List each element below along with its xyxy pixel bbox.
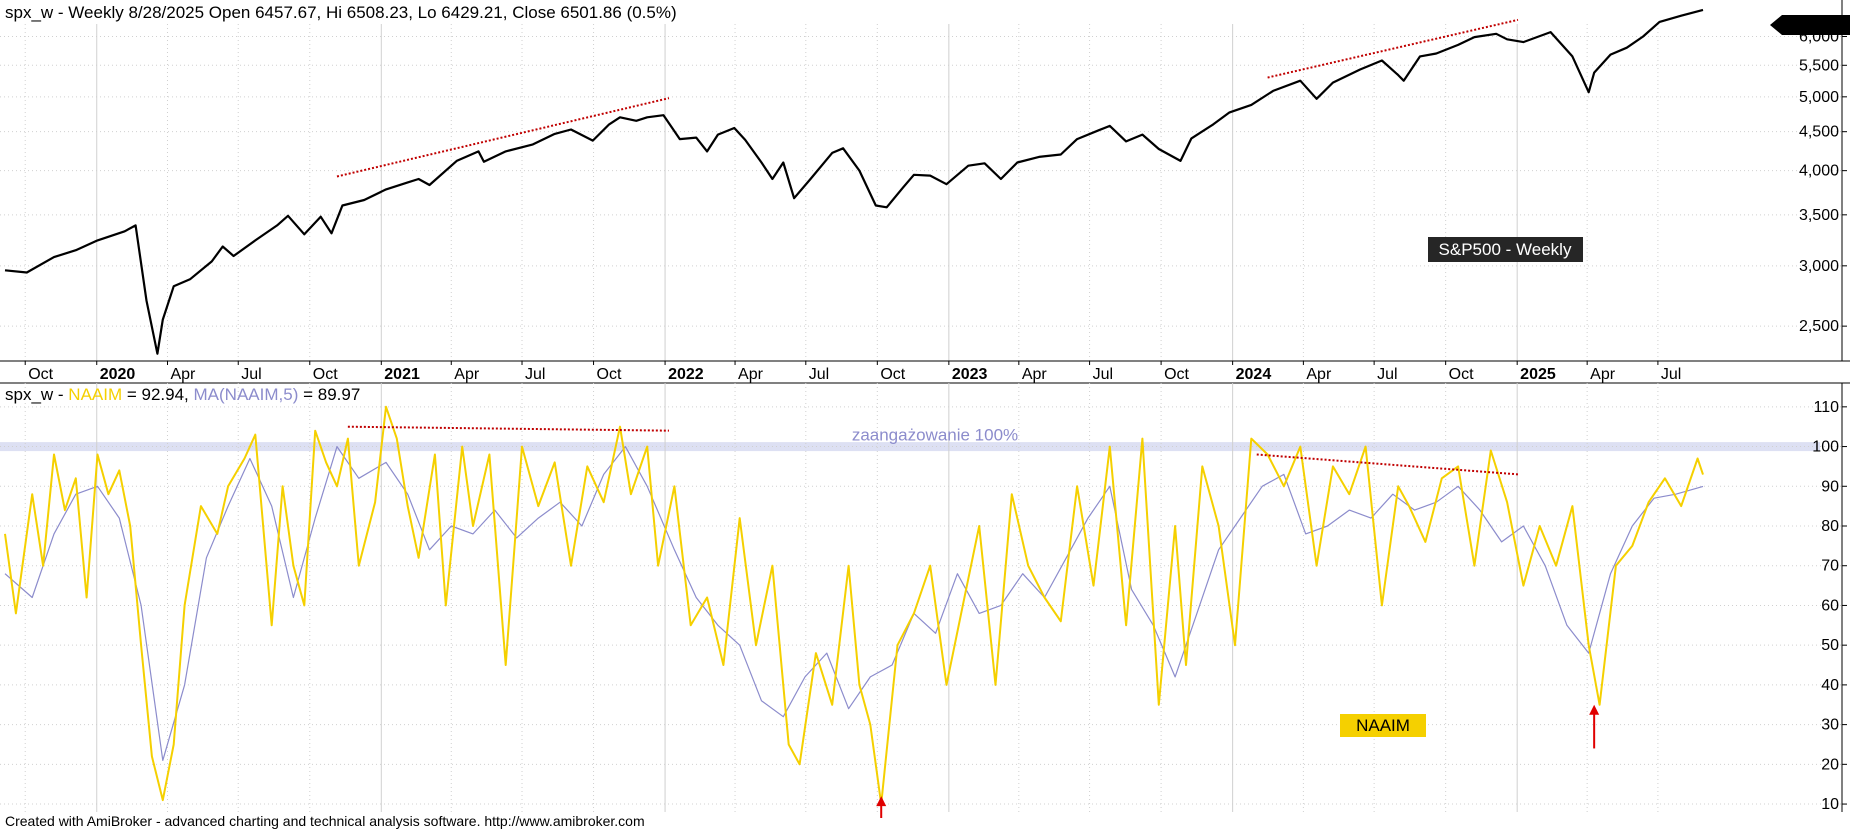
naaim-arrow-head — [1589, 704, 1600, 715]
naaim-title-ma-series: MA(NAAIM,5) — [194, 385, 299, 404]
naaim-pane-title: spx_w - NAAIM = 92.94, MA(NAAIM,5) = 89.… — [5, 385, 360, 404]
naaim-y-tick-label: 30 — [1821, 717, 1839, 734]
naaim-annotation-text: NAAIM — [1356, 716, 1410, 735]
sp500-annotation-box — [1428, 237, 1583, 262]
x-tick-label: Jul — [1093, 366, 1113, 383]
x-tick-label: 2020 — [100, 366, 136, 383]
last-value-marker-shape — [1770, 15, 1850, 35]
x-tick-label: Jul — [1377, 366, 1397, 383]
naaim-y-tick-label: 20 — [1821, 756, 1839, 773]
naaim-y-tick-label: 80 — [1821, 518, 1839, 535]
x-tick-label: Oct — [1449, 366, 1474, 383]
sp500-annotation: S&P500 - Weekly — [1428, 237, 1583, 262]
sp500-price-line — [4, 8, 1704, 355]
naaim-y-tick-label: 10 — [1821, 796, 1839, 813]
naaim-y-tick-label: 110 — [1813, 399, 1839, 416]
x-tick-label: Jul — [1661, 366, 1681, 383]
price-pane-title: spx_w - Weekly 8/28/2025 Open 6457.67, H… — [5, 3, 677, 22]
price-trend-lines — [336, 18, 1519, 178]
price-trend-line — [336, 97, 670, 178]
x-tick-label: Oct — [313, 366, 338, 383]
last-value-marker: 6,501.86 — [1770, 15, 1850, 35]
naaim-grid — [0, 383, 1842, 812]
naaim-pane[interactable]: zaangażowanie 100% NAAIM spx_w - NAAIM =… — [0, 383, 1847, 818]
x-tick-label: 2022 — [668, 366, 704, 383]
naaim-y-tick-label: 40 — [1821, 677, 1839, 694]
x-tick-label: Apr — [1590, 366, 1616, 383]
x-tick-label: Oct — [880, 366, 905, 383]
x-tick-label: Apr — [1306, 366, 1332, 383]
x-tick-label: Oct — [28, 366, 53, 383]
price-y-tick-label: 4,500 — [1799, 124, 1839, 141]
naaim-y-tick-label: 100 — [1812, 439, 1839, 456]
naaim-annotation: NAAIM — [1340, 714, 1426, 737]
price-pane[interactable]: spx_w - Weekly 8/28/2025 Open 6457.67, H… — [0, 0, 1850, 361]
reference-band-100 — [0, 442, 1820, 452]
ma-naaim-5-line — [4, 446, 1704, 762]
naaim-title-prefix: spx_w - — [5, 385, 68, 404]
x-tick-label: Jul — [525, 366, 545, 383]
x-tick-label: Apr — [170, 366, 196, 383]
x-tick-label: Oct — [597, 366, 622, 383]
x-tick-label: Apr — [738, 366, 764, 383]
price-y-tick-label: 3,000 — [1799, 258, 1839, 275]
x-tick-label: 2021 — [384, 366, 420, 383]
x-tick-label: 2024 — [1236, 366, 1272, 383]
price-y-tick-label: 3,500 — [1799, 207, 1839, 224]
naaim-y-tick-label: 70 — [1821, 558, 1839, 575]
naaim-y-tick-label: 90 — [1821, 478, 1839, 495]
price-pane-background — [0, 0, 1842, 361]
naaim-arrow-head — [876, 796, 887, 807]
x-tick-label: 2023 — [952, 366, 988, 383]
price-y-tick-label: 4,000 — [1799, 163, 1839, 180]
x-tick-label: Apr — [1022, 366, 1048, 383]
x-tick-label: 2025 — [1520, 366, 1556, 383]
naaim-title-value: = 92.94, — [122, 385, 193, 404]
footer-credit: Created with AmiBroker - advanced charti… — [5, 813, 645, 829]
naaim-trend-lines — [347, 425, 1519, 476]
x-tick-label: Apr — [454, 366, 480, 383]
last-value-label: 6,501.86 — [1784, 18, 1846, 35]
naaim-y-axis: 10 20 30 40 50 60 70 80 90 100 110 — [1812, 383, 1847, 813]
naaim-trend-line — [347, 425, 669, 432]
naaim-arrows — [876, 704, 1600, 818]
naaim-line — [4, 405, 1704, 806]
x-axis: Oct 2020 Apr Jul Oct 2021 Apr Jul Oct 2022 Apr Jul O… — [24, 361, 1681, 383]
naaim-title-ma-value: = 89.97 — [298, 385, 360, 404]
naaim-y-tick-label: 50 — [1821, 637, 1839, 654]
naaim-annotation-box — [1340, 714, 1426, 737]
x-tick-label: Jul — [809, 366, 829, 383]
naaim-y-tick-label: 60 — [1821, 597, 1839, 614]
x-tick-label: Jul — [241, 366, 261, 383]
price-y-tick-label: 2,500 — [1799, 318, 1839, 335]
reference-line-label: zaangażowanie 100% — [852, 426, 1018, 445]
price-grid — [0, 24, 1842, 361]
naaim-title-series: NAAIM — [68, 385, 122, 404]
x-tick-label: Oct — [1164, 366, 1189, 383]
price-y-tick-label: 5,000 — [1799, 89, 1839, 106]
sp500-annotation-text: S&P500 - Weekly — [1439, 240, 1572, 259]
price-y-tick-label: 5,500 — [1799, 57, 1839, 74]
price-trend-line — [1267, 18, 1519, 79]
